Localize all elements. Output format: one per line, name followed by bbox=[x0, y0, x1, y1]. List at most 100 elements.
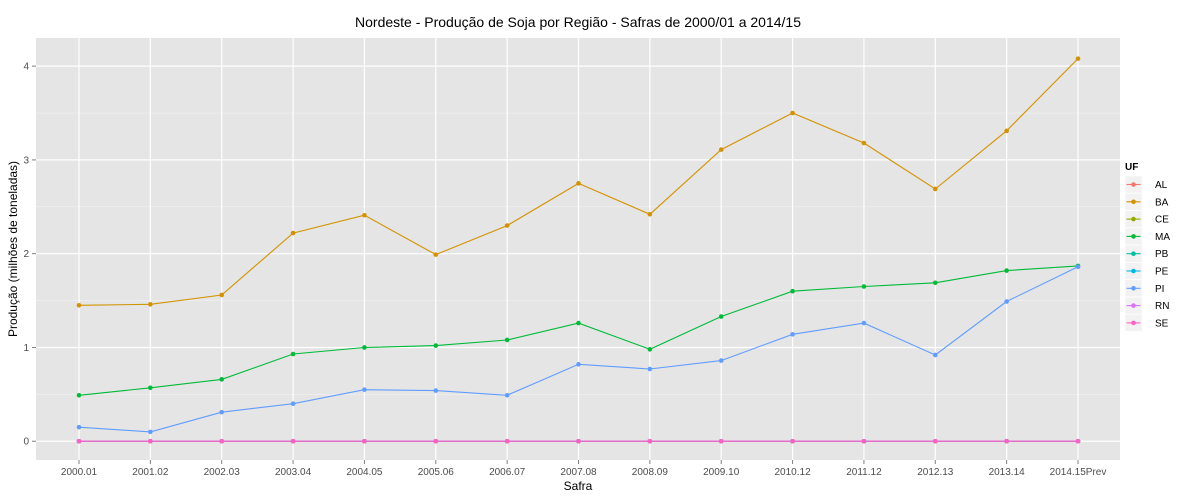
legend: UF AL BA CE MA PB PE PI RN SE bbox=[1124, 162, 1170, 332]
data-point-ba bbox=[504, 223, 510, 228]
data-point-se bbox=[76, 438, 82, 444]
series-points bbox=[76, 56, 1081, 444]
x-tick-label: 2014.15Prev bbox=[1050, 467, 1107, 478]
y-tick-label: 1 bbox=[23, 343, 29, 354]
data-point-pi bbox=[504, 392, 510, 398]
data-point-pi bbox=[932, 352, 938, 358]
legend-key-point bbox=[1131, 268, 1136, 274]
legend-label-rn: RN bbox=[1155, 301, 1169, 312]
legend-key-point bbox=[1131, 320, 1136, 326]
data-point-ba bbox=[1075, 56, 1081, 61]
y-tick-label: 2 bbox=[23, 249, 29, 260]
legend-label-pe: PE bbox=[1155, 267, 1169, 278]
legend-key-point bbox=[1131, 182, 1136, 187]
data-point-ma bbox=[76, 392, 82, 398]
legend-label-ba: BA bbox=[1155, 197, 1169, 208]
data-point-pi bbox=[718, 358, 724, 363]
y-axis: 0 1 2 3 4 bbox=[23, 62, 36, 448]
data-point-ba bbox=[148, 302, 153, 307]
data-point-ma bbox=[504, 337, 510, 343]
legend-label-pi: PI bbox=[1155, 284, 1164, 295]
x-tick-label: 2000.01 bbox=[61, 467, 98, 478]
data-point-ma bbox=[576, 320, 581, 326]
data-point-ma bbox=[148, 385, 153, 391]
data-point-ma bbox=[433, 343, 439, 348]
data-point-ba bbox=[362, 212, 367, 218]
legend-label-pb: PB bbox=[1155, 249, 1169, 260]
x-tick-label: 2013.14 bbox=[989, 467, 1026, 478]
data-point-ba bbox=[932, 186, 938, 192]
data-point-se bbox=[290, 438, 296, 444]
y-tick-label: 3 bbox=[23, 155, 29, 166]
data-point-ma bbox=[362, 345, 367, 350]
data-point-pi bbox=[576, 362, 581, 367]
x-tick-label: 2010.12 bbox=[774, 467, 811, 478]
y-tick-label: 0 bbox=[23, 437, 29, 448]
data-point-pi bbox=[790, 332, 795, 337]
legend-label-al: AL bbox=[1155, 180, 1168, 191]
data-point-se bbox=[433, 438, 439, 444]
legend-key-point bbox=[1131, 303, 1136, 308]
data-point-se bbox=[861, 438, 867, 444]
x-tick-label: 2011.12 bbox=[846, 467, 882, 478]
data-point-ma bbox=[932, 280, 938, 286]
x-tick-label: 2005.06 bbox=[418, 467, 455, 478]
data-point-se bbox=[504, 438, 510, 444]
legend-key-point bbox=[1131, 216, 1136, 222]
legend-key-point bbox=[1131, 234, 1136, 239]
data-point-se bbox=[219, 438, 225, 444]
x-tick-label: 2003.04 bbox=[275, 467, 312, 478]
data-point-ba bbox=[718, 147, 724, 152]
chart-title: Nordeste - Produção de Soja por Região -… bbox=[355, 14, 801, 30]
data-point-pi bbox=[1075, 264, 1081, 270]
data-point-ba bbox=[76, 302, 82, 308]
data-point-pi bbox=[219, 409, 225, 415]
data-point-ma bbox=[647, 347, 653, 352]
x-tick-label: 2006.07 bbox=[489, 467, 526, 478]
data-point-pi bbox=[861, 320, 867, 326]
data-point-ba bbox=[647, 212, 653, 217]
data-point-ba bbox=[576, 181, 581, 186]
data-point-ba bbox=[861, 140, 867, 146]
x-tick-label: 2001.02 bbox=[132, 467, 169, 478]
data-point-ma bbox=[290, 351, 296, 357]
data-point-pi bbox=[76, 424, 82, 430]
y-tick-label: 4 bbox=[23, 62, 29, 73]
data-point-ba bbox=[790, 110, 795, 116]
data-point-se bbox=[932, 438, 938, 444]
legend-key-point bbox=[1131, 199, 1136, 205]
data-point-pi bbox=[362, 387, 367, 392]
data-point-ba bbox=[219, 292, 225, 298]
data-point-se bbox=[647, 438, 653, 444]
data-point-ma bbox=[790, 288, 795, 294]
data-point-ma bbox=[718, 314, 724, 319]
legend-label-se: SE bbox=[1155, 318, 1169, 329]
data-point-ma bbox=[861, 284, 867, 289]
data-point-ma bbox=[1004, 268, 1009, 273]
y-axis-title: Produção (milhões de toneladas) bbox=[6, 161, 20, 337]
legend-label-ce: CE bbox=[1155, 215, 1169, 226]
data-point-ba bbox=[433, 252, 439, 257]
data-point-pi bbox=[1004, 299, 1009, 304]
data-point-ba bbox=[1004, 128, 1009, 134]
data-point-pi bbox=[290, 401, 296, 407]
data-point-se bbox=[718, 438, 724, 444]
x-tick-label: 2008.09 bbox=[632, 467, 669, 478]
data-point-se bbox=[576, 438, 581, 444]
x-tick-label: 2007.08 bbox=[560, 467, 597, 478]
data-point-se bbox=[148, 438, 153, 444]
data-point-se bbox=[790, 438, 795, 444]
data-point-ma bbox=[219, 377, 225, 382]
legend-key-point bbox=[1131, 251, 1136, 256]
legend-key-point bbox=[1131, 286, 1136, 291]
legend-title: UF bbox=[1125, 162, 1138, 173]
data-point-se bbox=[1004, 438, 1009, 444]
x-tick-label: 2009.10 bbox=[703, 467, 740, 478]
data-point-pi bbox=[647, 366, 653, 372]
x-tick-label: 2002.03 bbox=[204, 467, 241, 478]
legend-label-ma: MA bbox=[1155, 232, 1170, 243]
data-point-pi bbox=[148, 429, 153, 435]
x-axis-title: Safra bbox=[564, 479, 593, 493]
data-point-pi bbox=[433, 388, 439, 393]
